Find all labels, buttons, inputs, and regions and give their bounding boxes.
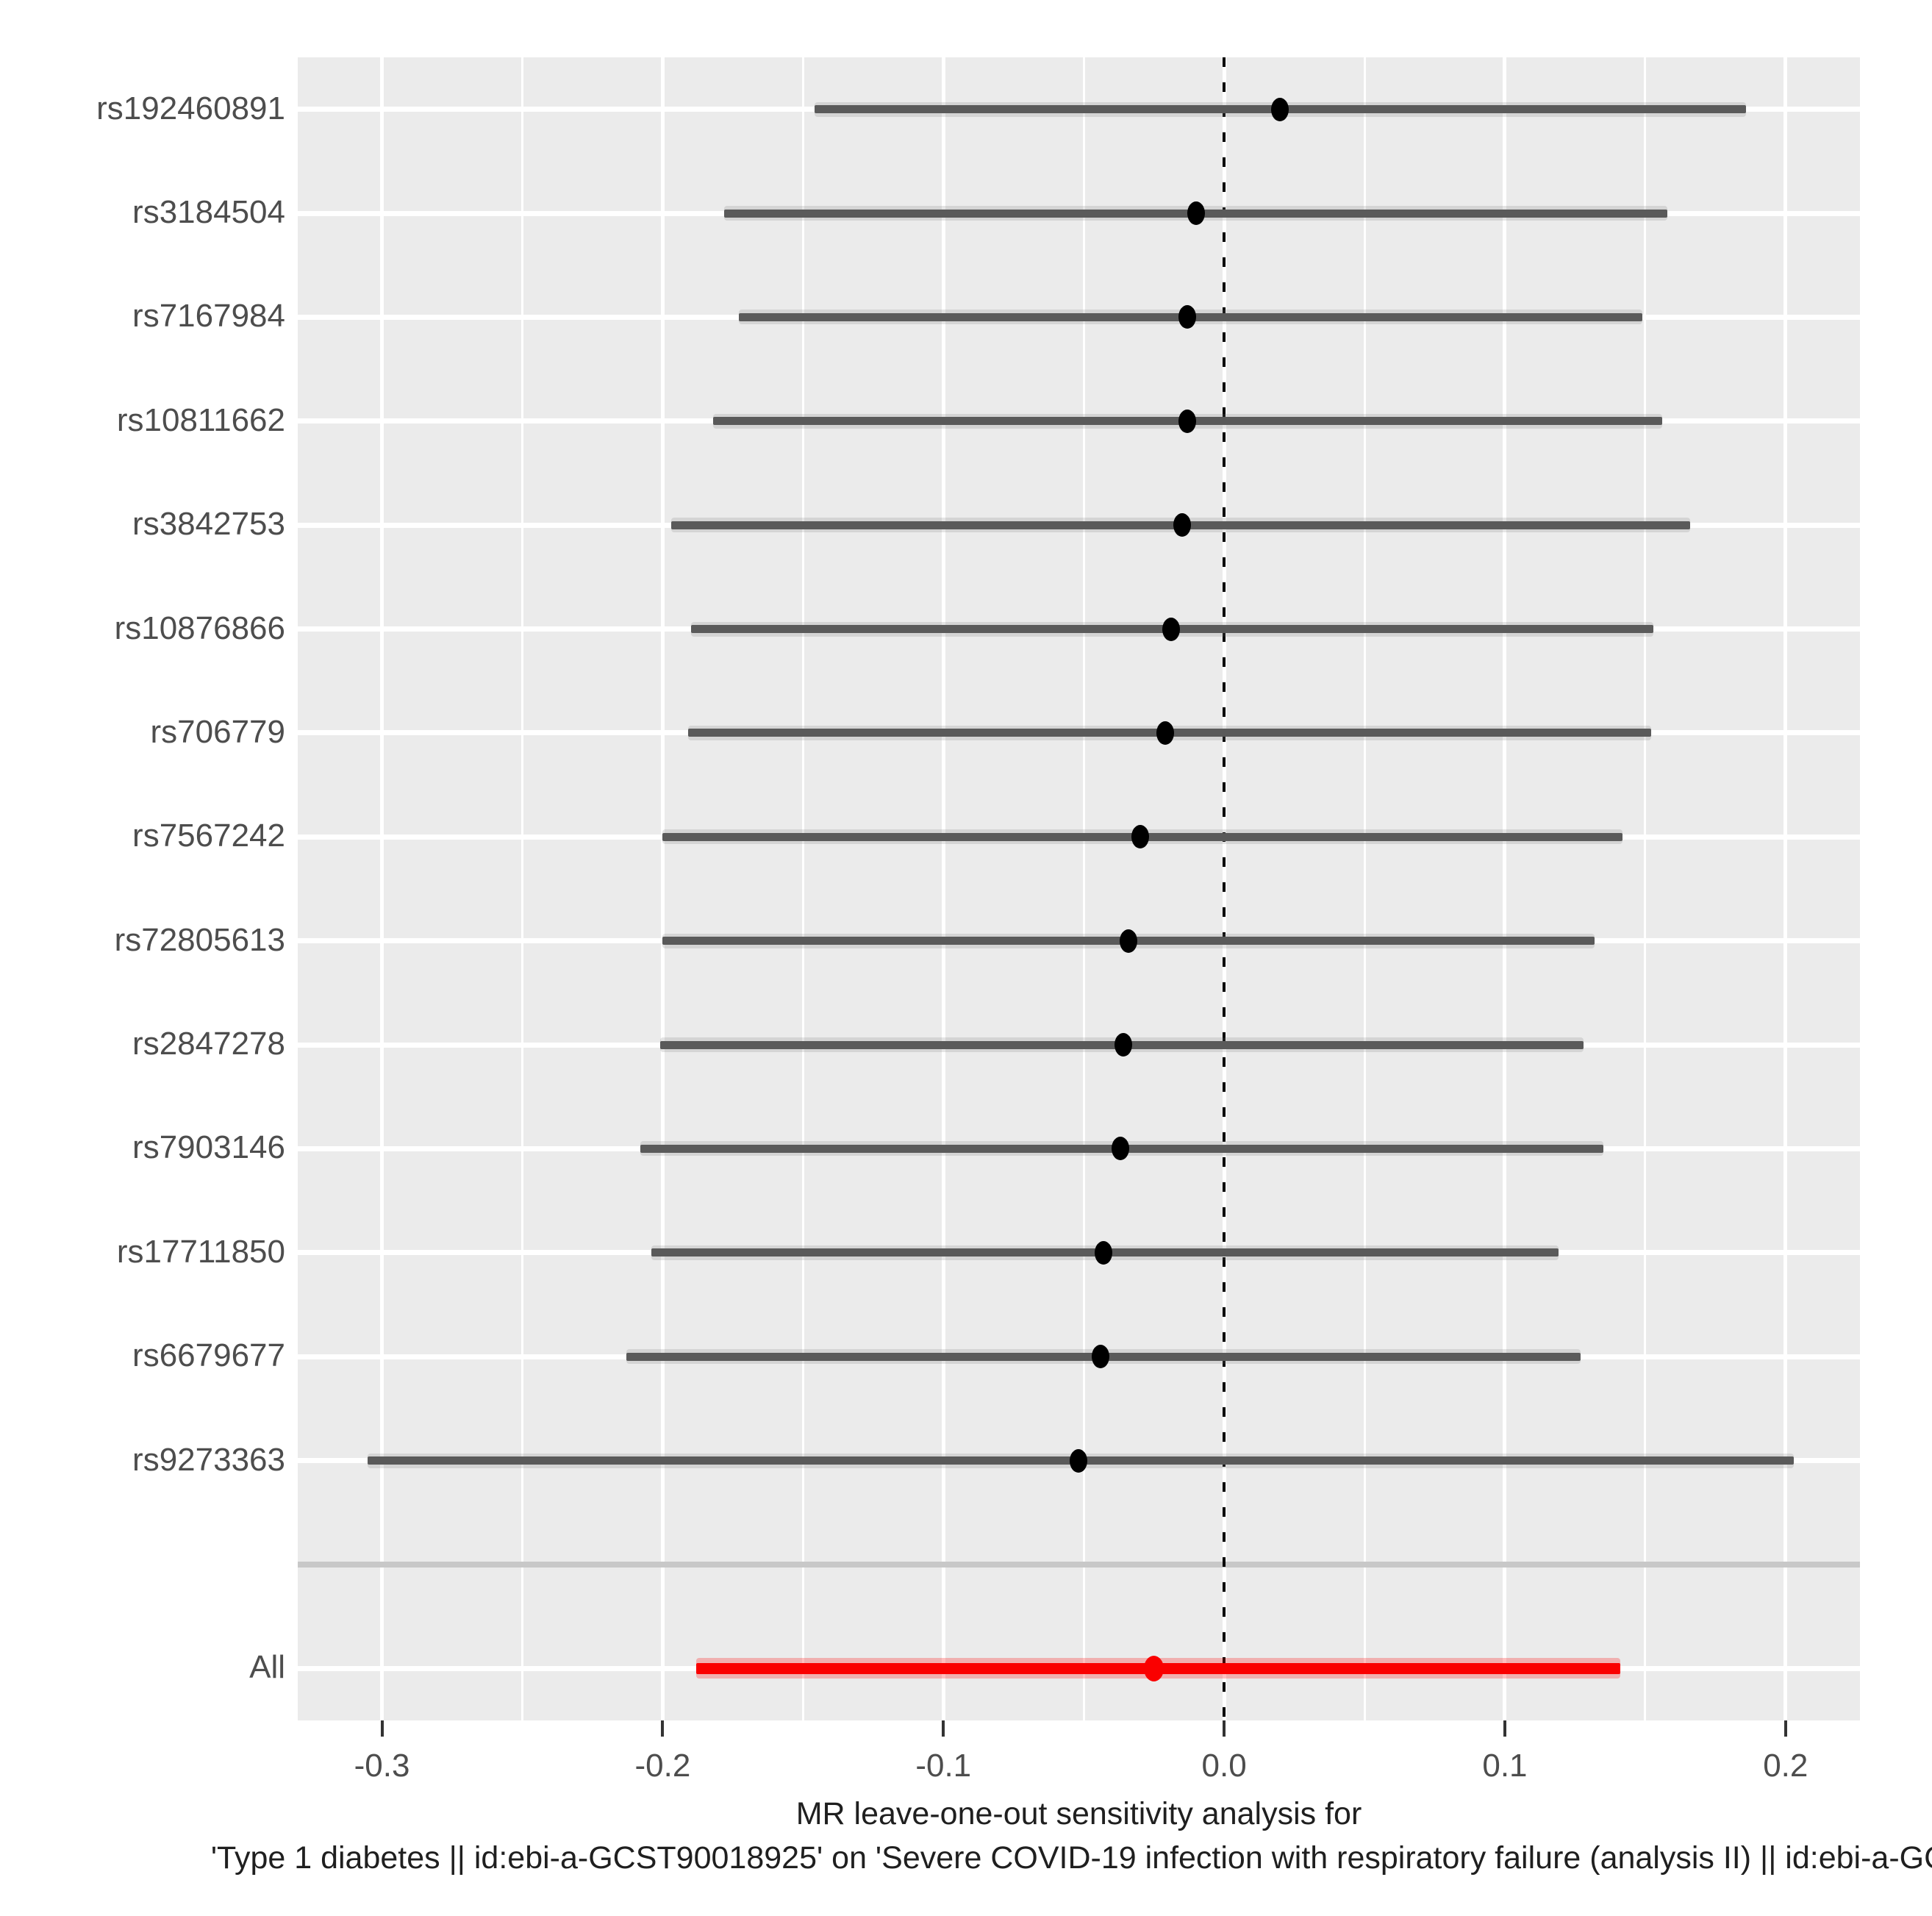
gridline-vertical-minor: [1082, 57, 1085, 1720]
gridline-vertical-major: [1503, 57, 1507, 1720]
y-axis-label: rs706779: [150, 713, 285, 750]
estimate-point: [1114, 1033, 1132, 1057]
gridline-vertical-major: [1783, 57, 1788, 1720]
estimate-point: [1187, 201, 1205, 226]
y-axis-label: rs7903146: [132, 1129, 285, 1166]
y-axis-label: rs2847278: [132, 1026, 285, 1062]
x-axis-tick-label: 0.2: [1763, 1748, 1808, 1784]
y-axis-label: rs7167984: [132, 298, 285, 335]
y-axis-label: rs10811662: [116, 401, 285, 438]
x-axis-tick-label: 0.1: [1482, 1748, 1528, 1784]
y-axis-label: rs3842753: [132, 506, 285, 543]
y-axis-label: rs9273363: [132, 1441, 285, 1478]
y-axis-label: rs17711850: [116, 1233, 285, 1270]
x-axis-tick-label: -0.2: [634, 1748, 691, 1784]
estimate-point: [1131, 825, 1149, 849]
gridline-vertical-major: [380, 57, 384, 1720]
plot-panel: [298, 57, 1860, 1720]
estimate-point: [1111, 1137, 1129, 1161]
estimate-point: [1162, 617, 1180, 641]
separator-line: [298, 1561, 1860, 1568]
y-axis-label: rs192460891: [96, 90, 285, 126]
x-axis-title-line-2: 'Type 1 diabetes || id:ebi-a-GCST9001892…: [210, 1840, 1932, 1876]
estimate-point: [1094, 1240, 1112, 1265]
all-estimate-point: [1144, 1655, 1164, 1681]
estimate-point: [1178, 305, 1197, 329]
x-axis-title-line-1: MR leave-one-out sensitivity analysis fo…: [795, 1796, 1362, 1831]
estimate-point: [1156, 721, 1174, 745]
gridline-vertical-minor: [520, 57, 523, 1720]
x-axis-tick: [1223, 1720, 1226, 1737]
estimate-point: [1092, 1345, 1110, 1369]
y-axis-label: rs7567242: [132, 818, 285, 854]
y-axis-label: All: [249, 1649, 285, 1686]
gridline-vertical-major: [941, 57, 945, 1720]
x-axis-tick: [1783, 1720, 1787, 1737]
x-axis-tick: [380, 1720, 384, 1737]
estimate-point: [1069, 1448, 1087, 1473]
zero-reference-line: [1223, 57, 1226, 1720]
x-axis-tick: [661, 1720, 665, 1737]
y-axis-label: rs3184504: [132, 194, 285, 231]
gridline-vertical-major: [660, 57, 665, 1720]
y-axis-label: rs6679677: [132, 1337, 285, 1374]
x-axis-tick: [942, 1720, 945, 1737]
estimate-point: [1173, 513, 1191, 537]
estimate-point: [1120, 929, 1138, 953]
x-axis-tick-label: -0.1: [915, 1748, 972, 1784]
gridline-vertical-minor: [1363, 57, 1366, 1720]
gridline-vertical-minor: [1644, 57, 1647, 1720]
estimate-point: [1178, 409, 1197, 433]
y-axis-label: rs10876866: [114, 610, 285, 646]
x-axis-tick-label: -0.3: [354, 1748, 410, 1784]
y-axis-label: rs72805613: [114, 921, 285, 958]
estimate-point: [1271, 97, 1289, 121]
x-axis-tick-label: 0.0: [1201, 1748, 1247, 1784]
x-axis-tick: [1503, 1720, 1506, 1737]
gridline-vertical-minor: [801, 57, 804, 1720]
